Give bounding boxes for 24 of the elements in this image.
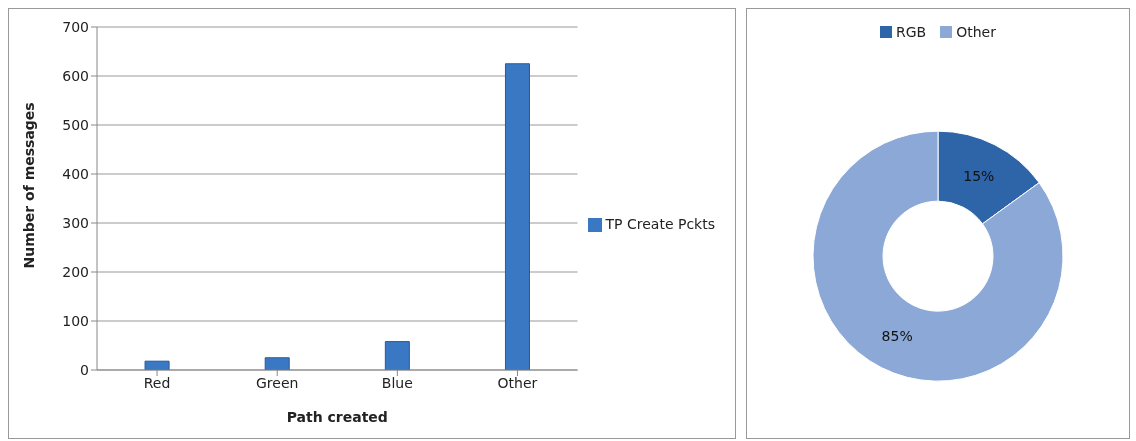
x-tick-label: Green	[256, 374, 299, 391]
y-tick-label: 400	[62, 165, 89, 182]
bar	[264, 357, 290, 370]
x-tick-label: Other	[497, 374, 538, 391]
x-tick-label: Blue	[381, 374, 413, 391]
legend-label: Other	[955, 24, 996, 40]
y-tick-label: 600	[62, 67, 89, 84]
legend-label: RGB	[895, 24, 927, 40]
y-tick-label: 300	[62, 214, 89, 231]
bar	[504, 63, 530, 370]
data-label: 85%	[881, 328, 913, 345]
y-tick-label: 500	[62, 116, 89, 133]
legend-label: TP Create Pckts	[605, 215, 715, 232]
data-label: 15%	[963, 167, 995, 184]
x-tick-label: Red	[143, 374, 171, 391]
y-tick-label: 100	[62, 312, 89, 329]
donut-slice	[812, 130, 1064, 382]
y-tick-label: 200	[62, 263, 89, 280]
y-axis-title: Number of messages	[20, 102, 37, 269]
bar	[384, 341, 410, 370]
y-tick-label: 0	[80, 361, 89, 378]
bar	[144, 360, 170, 370]
x-axis-title: Path created	[286, 409, 388, 425]
y-tick-label: 700	[62, 18, 89, 35]
